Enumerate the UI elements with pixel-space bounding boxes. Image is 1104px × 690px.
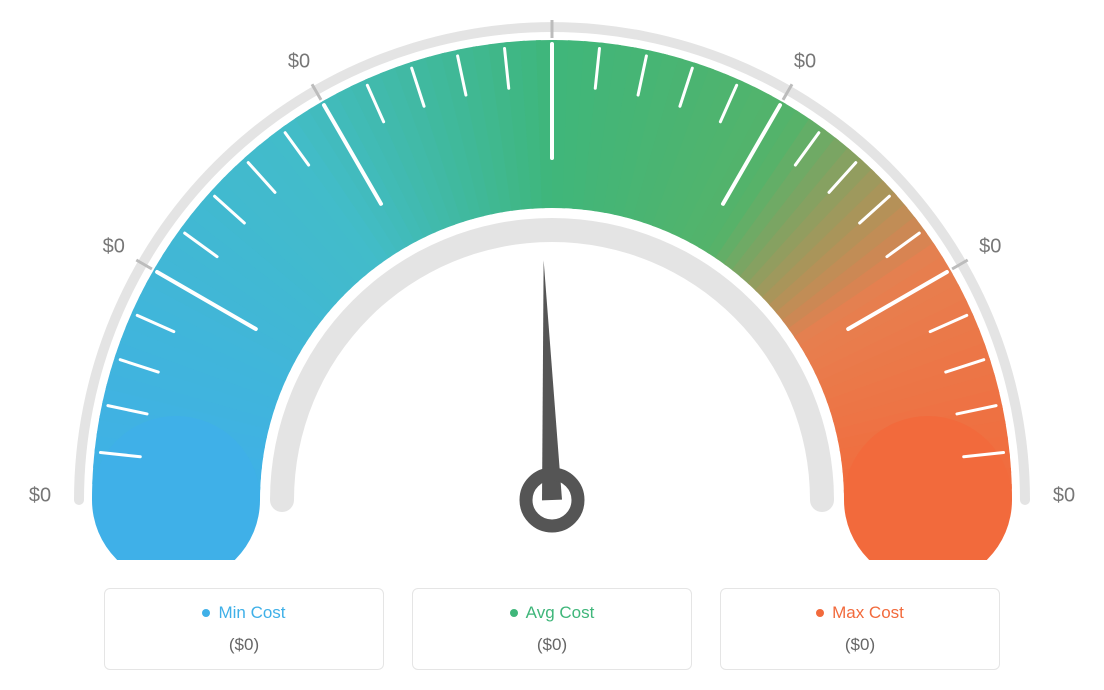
dot-icon <box>510 609 518 617</box>
gauge-tick-label: $0 <box>979 236 1001 259</box>
dot-icon <box>202 609 210 617</box>
gauge-tick-label: $0 <box>103 236 125 259</box>
gauge-tick-label: $0 <box>288 50 310 73</box>
dot-icon <box>816 609 824 617</box>
legend-card-min: Min Cost ($0) <box>104 588 384 670</box>
legend-card-max: Max Cost ($0) <box>720 588 1000 670</box>
legend-value-min: ($0) <box>127 635 361 655</box>
gauge-tick-label: $0 <box>1053 485 1075 508</box>
legend-label-min: Min Cost <box>218 603 285 623</box>
gauge-tick-label: $0 <box>29 485 51 508</box>
gauge-tick-label: $0 <box>794 50 816 73</box>
legend-label-max: Max Cost <box>832 603 904 623</box>
legend-value-max: ($0) <box>743 635 977 655</box>
legend-title-min: Min Cost <box>202 603 285 623</box>
legend-row: Min Cost ($0) Avg Cost ($0) Max Cost ($0… <box>0 588 1104 670</box>
cost-gauge-widget: $0$0$0$0$0$0$0 Min Cost ($0) Avg Cost ($… <box>0 0 1104 690</box>
legend-label-avg: Avg Cost <box>526 603 595 623</box>
gauge-chart <box>0 0 1104 560</box>
legend-value-avg: ($0) <box>435 635 669 655</box>
legend-title-avg: Avg Cost <box>510 603 595 623</box>
legend-title-max: Max Cost <box>816 603 904 623</box>
legend-card-avg: Avg Cost ($0) <box>412 588 692 670</box>
gauge-area: $0$0$0$0$0$0$0 <box>0 0 1104 560</box>
